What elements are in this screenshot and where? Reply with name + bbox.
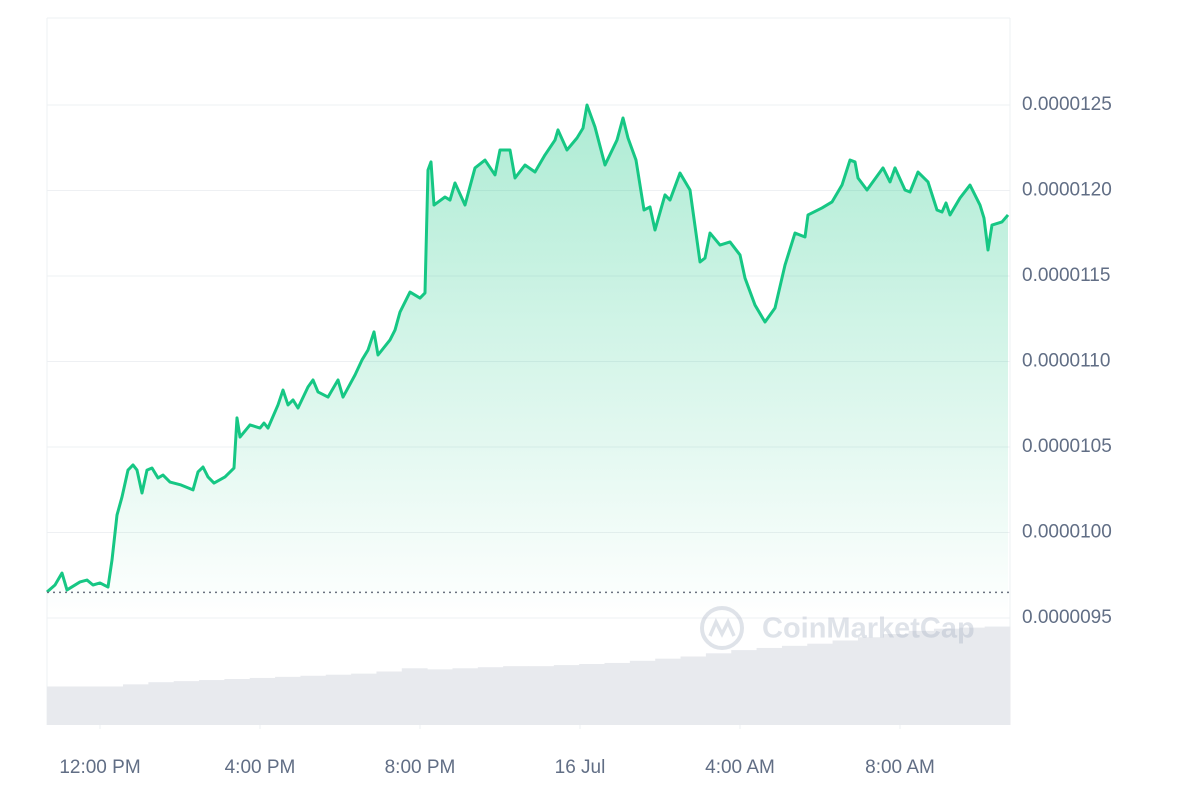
volume-bar [857, 637, 884, 725]
volume-bar [731, 650, 758, 725]
volume-bar [275, 676, 301, 725]
y-tick-label: 0.0000125 [1022, 94, 1112, 115]
volume-bar [97, 686, 124, 725]
volume-bar [47, 686, 73, 725]
x-tick-label: 12:00 PM [59, 757, 140, 778]
volume-bar [224, 678, 251, 725]
volume-bar [325, 674, 352, 725]
volume-bar [908, 630, 935, 725]
volume-bar [173, 681, 200, 725]
volume-bar [351, 673, 377, 725]
y-tick-label: 0.0000120 [1022, 180, 1112, 201]
watermark: CoinMarketCap [762, 613, 975, 645]
x-tick-label: 4:00 PM [225, 757, 296, 778]
watermark-logo [700, 606, 744, 650]
price-line [46, 103, 1010, 594]
volume-bar [528, 666, 555, 725]
volume-bar [655, 658, 682, 725]
y-tick-label: 0.0000105 [1022, 436, 1112, 457]
volume-bar [148, 682, 175, 725]
volume-bar [72, 686, 99, 725]
volume-bar [579, 664, 606, 725]
volume-bar [705, 653, 732, 725]
volume-bar [756, 647, 783, 725]
volume-bar [477, 667, 504, 725]
volume-bar [452, 668, 479, 725]
y-tick-label: 0.0000115 [1022, 265, 1110, 286]
y-tick-label: 0.0000110 [1022, 351, 1110, 372]
volume [47, 626, 1011, 725]
volume-bar [629, 660, 656, 725]
volume-bar [883, 634, 910, 725]
volume-bar [123, 684, 149, 725]
plot [46, 103, 1010, 618]
volume-bar [503, 666, 529, 725]
watermark-group: CoinMarketCap [700, 606, 975, 650]
x-tick-label: 16 Jul [555, 757, 606, 778]
labels: 0.0000095 0.0000100 0.0000105 0.0000110 0.00… [59, 94, 1111, 778]
volume-bar [427, 669, 453, 725]
volume-bar [781, 645, 808, 725]
volume-bar [959, 627, 986, 725]
volume-bar [199, 680, 225, 725]
y-tick-label: 0.0000100 [1022, 522, 1112, 543]
x-tick-label: 4:00 AM [705, 757, 775, 778]
y-tick-label: 0.0000095 [1022, 607, 1112, 628]
volume-bar [401, 668, 428, 725]
volume-bar [249, 677, 276, 725]
volume-bar [300, 675, 327, 725]
volume-bar [984, 626, 1011, 725]
volume-bar [553, 665, 580, 725]
watermark-logo-mark [708, 617, 736, 638]
volume-bar [376, 671, 403, 725]
x-tick-label: 8:00 PM [385, 757, 456, 778]
volume-bar [680, 656, 707, 725]
volume-bar [807, 643, 834, 725]
volume-bar [933, 628, 960, 725]
price-area [47, 105, 1008, 618]
volume-bar [832, 640, 859, 725]
x-tick-label: 8:00 AM [865, 757, 935, 778]
volume-bar [604, 662, 631, 725]
